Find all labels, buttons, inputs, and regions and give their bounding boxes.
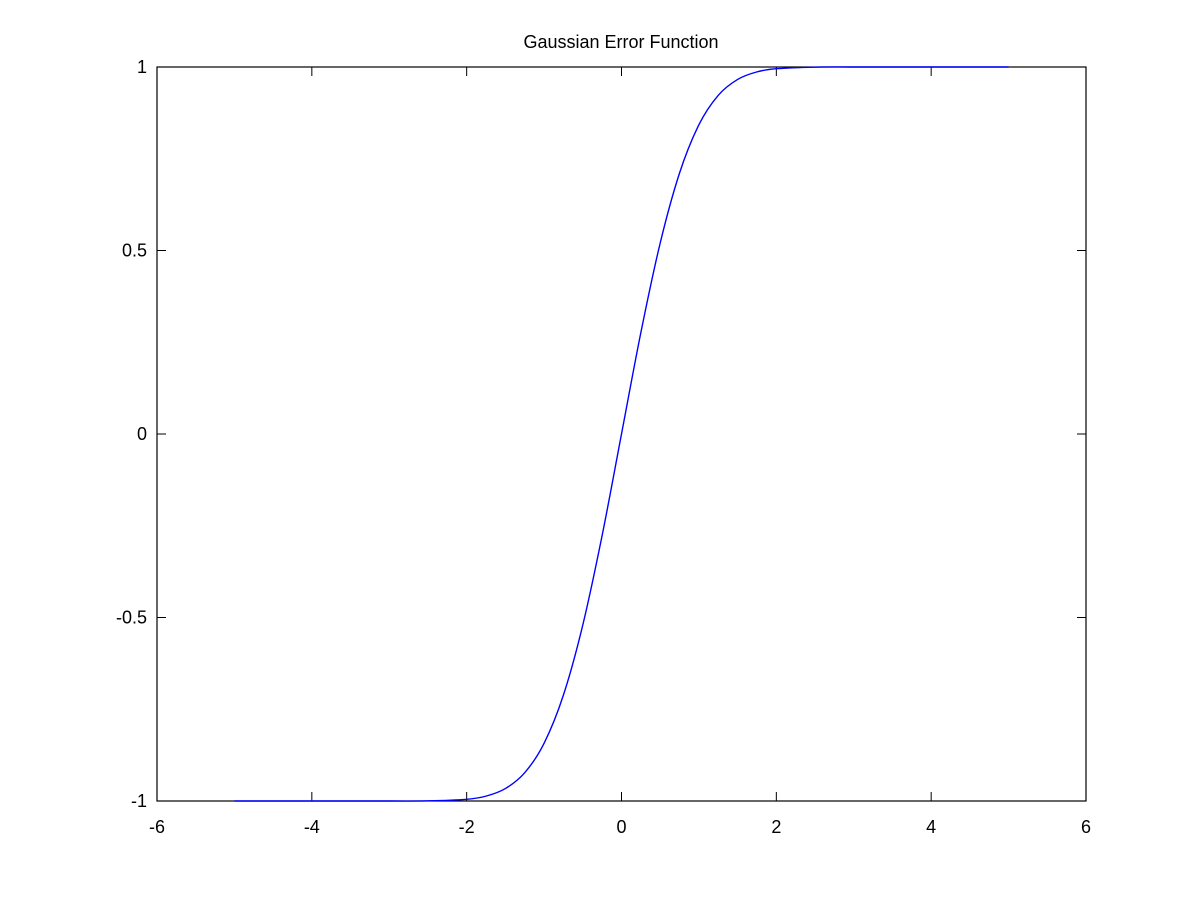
chart-title: Gaussian Error Function — [523, 32, 718, 52]
y-tick-label: -1 — [131, 791, 147, 811]
x-tick-label: 0 — [616, 817, 626, 837]
y-tick-label: 0 — [137, 424, 147, 444]
y-tick-label: 0.5 — [122, 241, 147, 261]
x-tick-label: 2 — [771, 817, 781, 837]
y-tick-label: -0.5 — [116, 608, 147, 628]
series-line — [234, 66, 1009, 802]
x-tick-label: -6 — [149, 817, 165, 837]
x-tick-label: 6 — [1081, 817, 1091, 837]
y-tick-label: 1 — [137, 57, 147, 77]
x-tick-label: -2 — [459, 817, 475, 837]
x-tick-label: 4 — [926, 817, 936, 837]
plot-area: -6 -4 -2 0 2 4 6 -1 -0.5 0 0.5 1 — [116, 57, 1091, 837]
x-tick-label: -4 — [304, 817, 320, 837]
